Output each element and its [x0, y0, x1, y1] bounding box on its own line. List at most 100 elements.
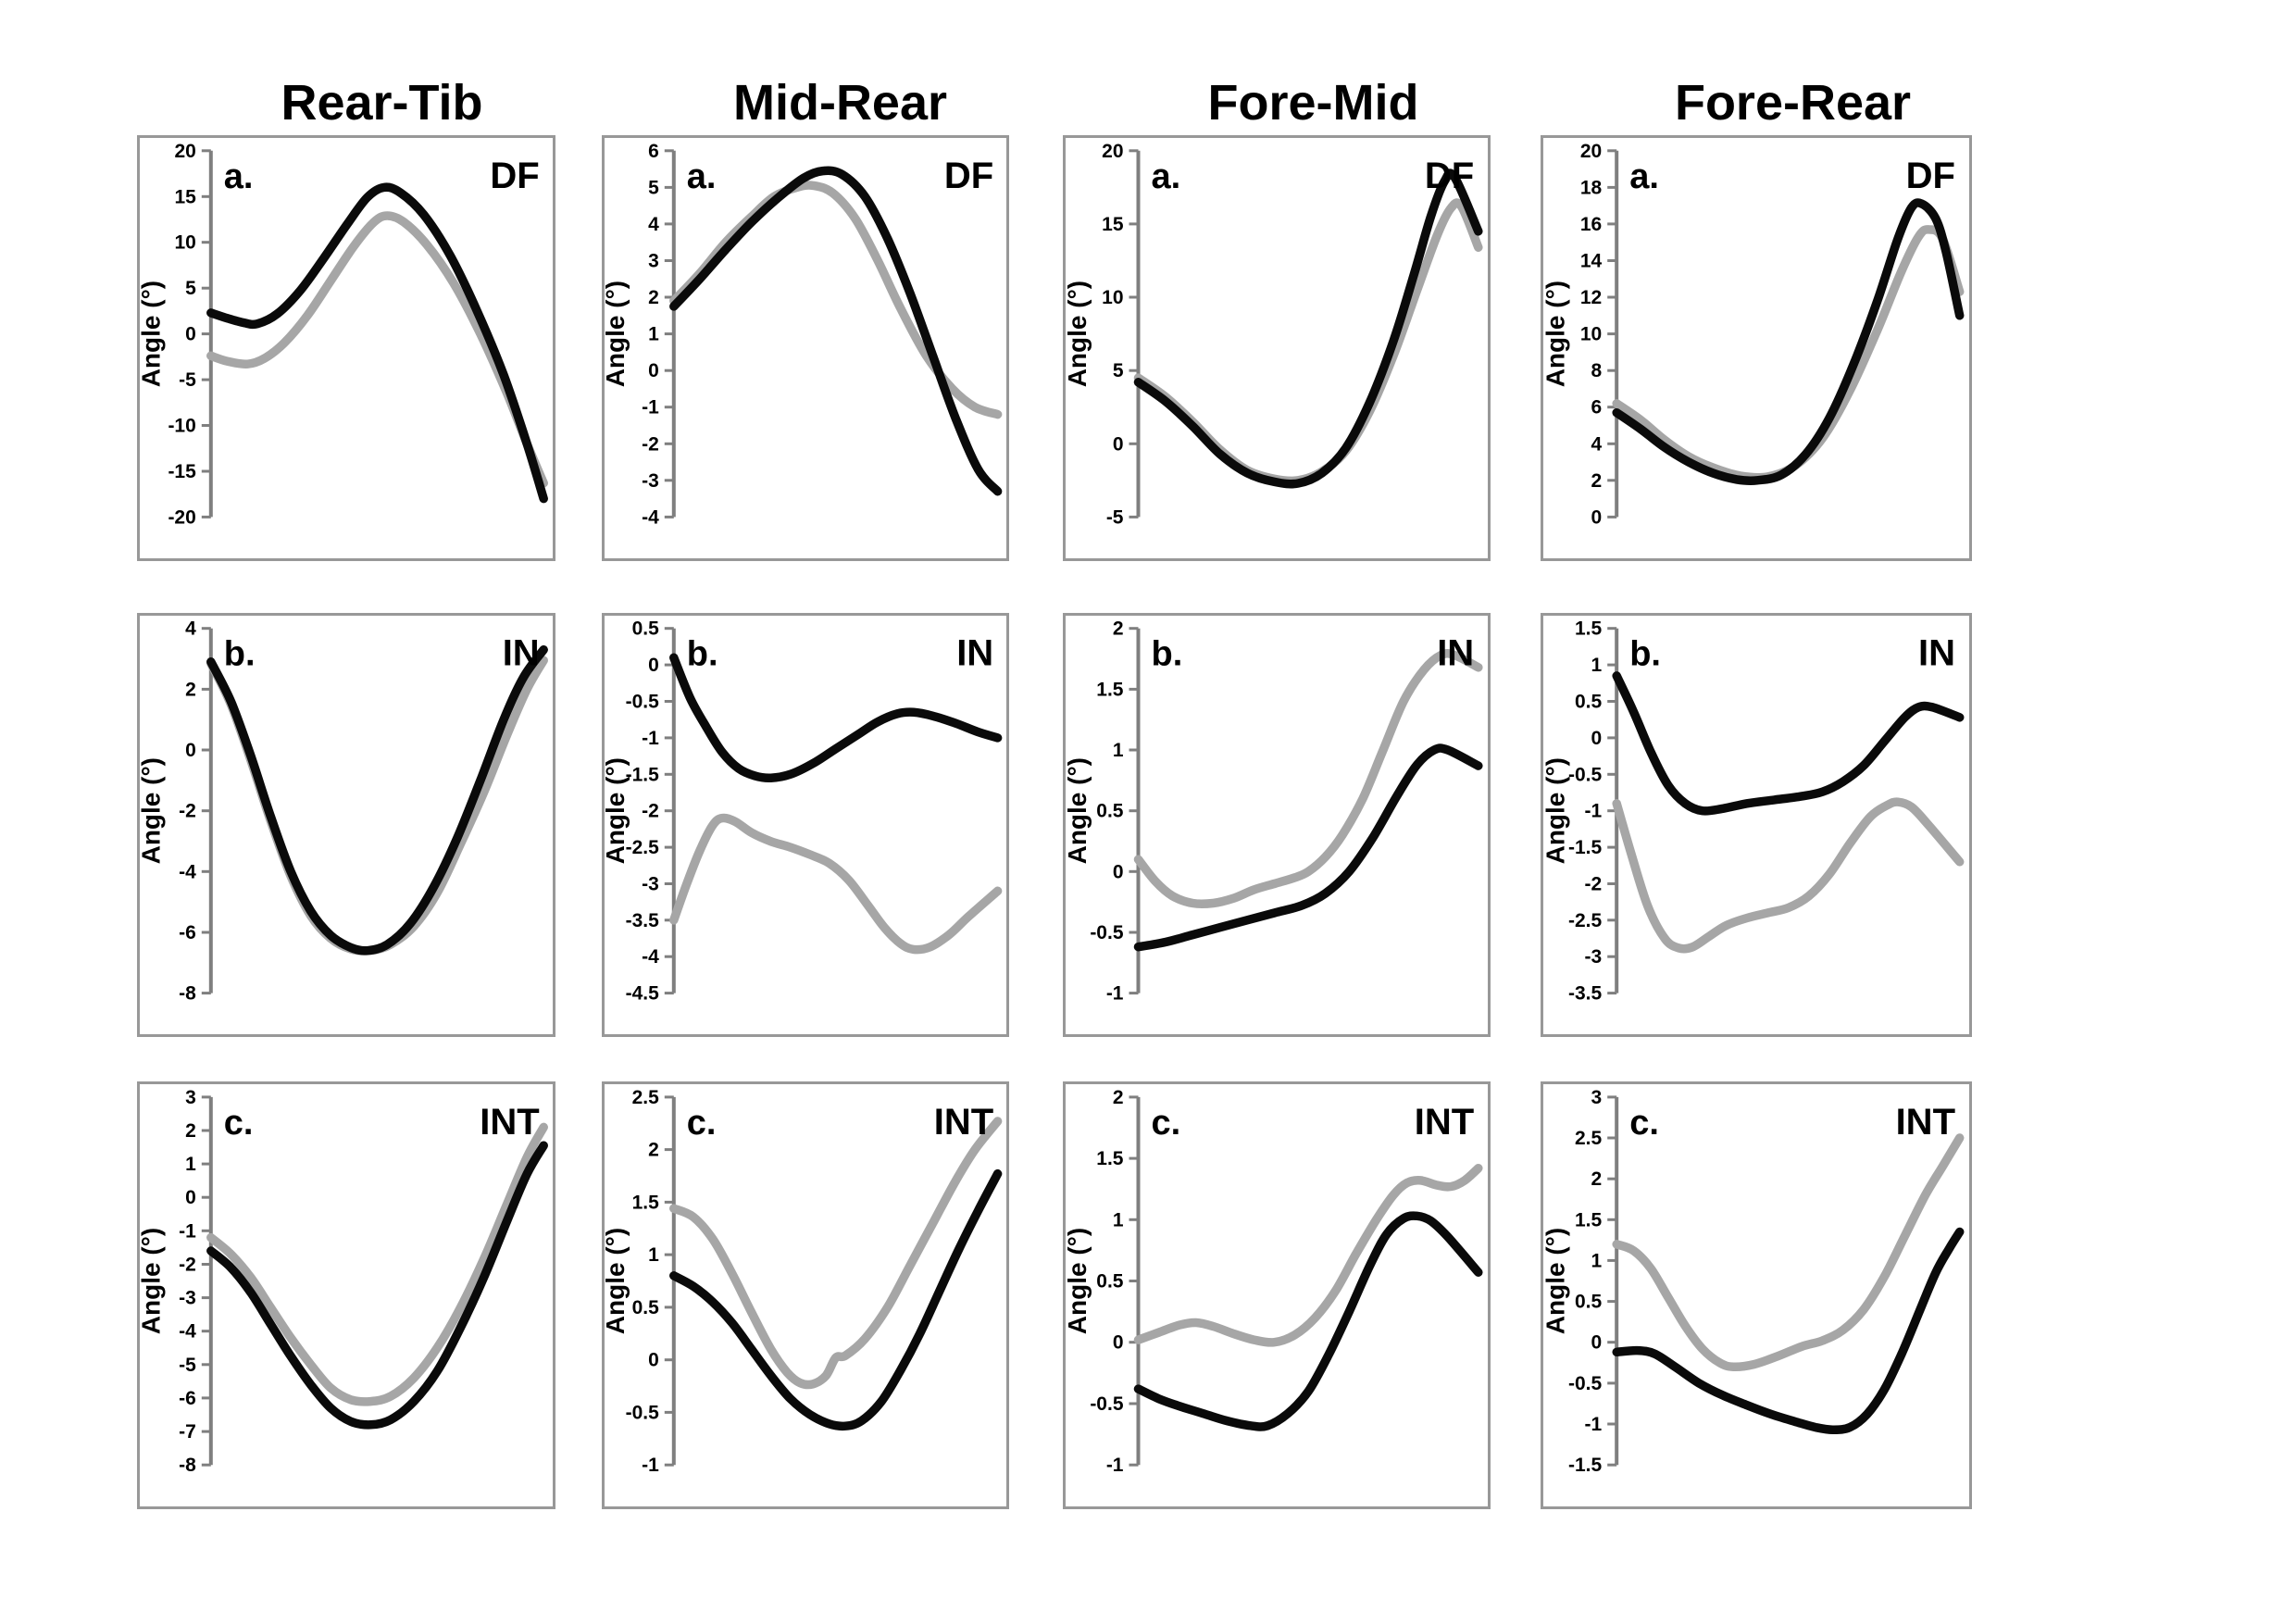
- y-tick-label: 12: [1580, 287, 1602, 308]
- y-tick-label: 1: [648, 324, 659, 345]
- y-tick-label: 0: [185, 324, 196, 345]
- y-tick-label: -10: [168, 416, 195, 437]
- y-tick-label: 18: [1580, 177, 1603, 198]
- series-gray-curve: [206, 1122, 548, 1406]
- y-tick-label: 0: [1591, 1332, 1603, 1354]
- y-tick-label: 1: [1591, 1250, 1603, 1271]
- panel-letter-label: a.: [224, 157, 254, 196]
- y-tick-label: 0: [1591, 506, 1603, 528]
- panel-letter-label: c.: [1152, 1104, 1181, 1143]
- condition-label: INT: [1415, 1102, 1474, 1143]
- y-axis-title: Angle (°): [1066, 1228, 1092, 1334]
- y-tick-label: 1: [1113, 1209, 1124, 1230]
- panel-letter-label: b.: [224, 635, 256, 674]
- chart-panel-rear-tib-in: 4 2 0 -2 -4 -6 -8 b. IN Angle (°): [137, 613, 555, 1037]
- y-tick-label: 0.5: [1096, 801, 1124, 822]
- y-tick-label: -0.5: [1568, 764, 1603, 785]
- y-tick-label: -8: [179, 1455, 196, 1476]
- y-tick-label: 1: [648, 1244, 659, 1266]
- condition-label: DF: [490, 156, 539, 196]
- column-title-fore-rear: Fore-Rear: [1674, 75, 1912, 131]
- chart-panel-rear-tib-int: 3 2 1 0 -1 -2 -3 -4 -5 -6 -7 -8 c. INT Angle (°): [137, 1081, 555, 1509]
- y-tick-label: -0.5: [1090, 922, 1124, 943]
- y-axis-title: Angle (°): [140, 1228, 166, 1334]
- chart-panel-fore-mid-df: 20 15 10 5 0 -5 a. DF Angle (°): [1063, 135, 1491, 561]
- series-gray-curve: [1133, 1163, 1483, 1347]
- y-tick-label: -8: [179, 983, 196, 1005]
- y-tick-label: -1: [179, 1220, 196, 1242]
- panel-letter-label: b.: [687, 635, 718, 674]
- y-tick-label: -1: [1585, 1414, 1603, 1435]
- y-tick-label: 0: [1591, 728, 1603, 749]
- chart-panel-fore-rear-in: 1.5 1 0.5 0 -0.5 -1 -1.5 -2 -2.5 -3 -3.5 b. IN Angle …: [1541, 613, 1972, 1037]
- series-gray-curve: [1612, 225, 1965, 482]
- y-tick-label: -2: [642, 801, 659, 822]
- y-tick-label: -6: [179, 922, 196, 943]
- series-gray-curve: [206, 656, 548, 956]
- y-tick-label: 2: [185, 679, 196, 700]
- y-tick-label: -6: [179, 1388, 196, 1409]
- y-tick-label: 1.5: [1096, 679, 1124, 700]
- y-tick-label: -4: [179, 1321, 196, 1343]
- panel-letter-label: c.: [687, 1104, 717, 1143]
- y-axis-title: Angle (°): [1543, 757, 1569, 864]
- y-tick-label: 20: [1102, 141, 1123, 162]
- condition-label: DF: [944, 156, 993, 196]
- series-gray-curve: [669, 181, 1003, 419]
- y-tick-label: -5: [179, 1355, 196, 1376]
- y-tick-label: 1.5: [1096, 1148, 1124, 1169]
- y-tick-label: 0: [1113, 1332, 1124, 1354]
- y-tick-label: 2: [1113, 1087, 1124, 1108]
- column-title-mid-rear: Mid-Rear: [732, 75, 948, 131]
- chart-svg: 20 15 10 5 0 -5 -10 -15 -20 a. DF Angle (°): [140, 141, 548, 528]
- y-tick-label: 0.5: [632, 618, 660, 640]
- y-axis-title: Angle (°): [1543, 281, 1569, 387]
- column-title-fore-mid: Fore-Mid: [1207, 75, 1419, 131]
- y-tick-label: 4: [185, 618, 196, 640]
- chart-panel-fore-mid-in: 2 1.5 1 0.5 0 -0.5 -1 b. IN Angle (°): [1063, 613, 1491, 1037]
- y-tick-label: 3: [1591, 1087, 1603, 1108]
- y-tick-label: 20: [1580, 141, 1602, 162]
- y-tick-label: -20: [168, 506, 195, 528]
- chart-panel-rear-tib-df: 20 15 10 5 0 -5 -10 -15 -20 a. DF Angle (°): [137, 135, 555, 561]
- y-tick-label: -1: [1106, 1455, 1124, 1476]
- y-axis-title: Angle (°): [1066, 757, 1092, 864]
- series-black-curve: [1612, 198, 1965, 486]
- column-title-rear-tib: Rear-Tib: [281, 75, 483, 131]
- y-axis-title: Angle (°): [605, 1228, 630, 1334]
- y-tick-label: -2: [642, 433, 659, 455]
- y-tick-label: 16: [1580, 214, 1602, 235]
- series-gray-curve: [669, 1117, 1003, 1390]
- panel-letter-label: c.: [1629, 1104, 1659, 1143]
- y-tick-label: 1: [185, 1154, 196, 1175]
- series-gray-curve: [669, 813, 1003, 955]
- y-tick-label: 0.5: [1096, 1271, 1124, 1293]
- y-tick-label: 15: [174, 186, 196, 207]
- y-tick-label: 6: [648, 141, 659, 162]
- condition-label: DF: [1906, 156, 1955, 196]
- y-tick-label: -0.5: [1090, 1393, 1124, 1415]
- y-tick-label: 20: [174, 141, 195, 162]
- panel-letter-label: a.: [687, 157, 717, 196]
- panel-letter-label: b.: [1152, 635, 1183, 674]
- y-tick-label: 2.5: [1575, 1128, 1603, 1149]
- y-tick-label: -3: [1585, 946, 1603, 968]
- y-tick-label: -15: [168, 461, 196, 482]
- y-axis-title: Angle (°): [1066, 281, 1092, 387]
- y-axis-title: Angle (°): [605, 281, 630, 387]
- y-axis-title: Angle (°): [605, 757, 630, 864]
- y-tick-label: -2.5: [1568, 910, 1603, 931]
- chart-svg: 2.5 2 1.5 1 0.5 0 -0.5 -1 c. INT Angle (°): [605, 1087, 1003, 1476]
- y-tick-label: 8: [1591, 360, 1603, 381]
- series-gray-curve: [1133, 198, 1483, 486]
- y-tick-label: 2: [1591, 470, 1603, 492]
- y-tick-label: 0: [648, 360, 659, 381]
- y-tick-label: 5: [1113, 360, 1124, 381]
- chart-svg: 3 2 1 0 -1 -2 -3 -4 -5 -6 -7 -8 c. INT Angle (°): [140, 1087, 548, 1476]
- chart-svg: 2 1.5 1 0.5 0 -0.5 -1 c. INT Angle (°): [1066, 1087, 1483, 1476]
- y-tick-label: 3: [648, 251, 659, 272]
- panel-letter-label: c.: [224, 1104, 254, 1143]
- condition-label: INT: [480, 1102, 539, 1143]
